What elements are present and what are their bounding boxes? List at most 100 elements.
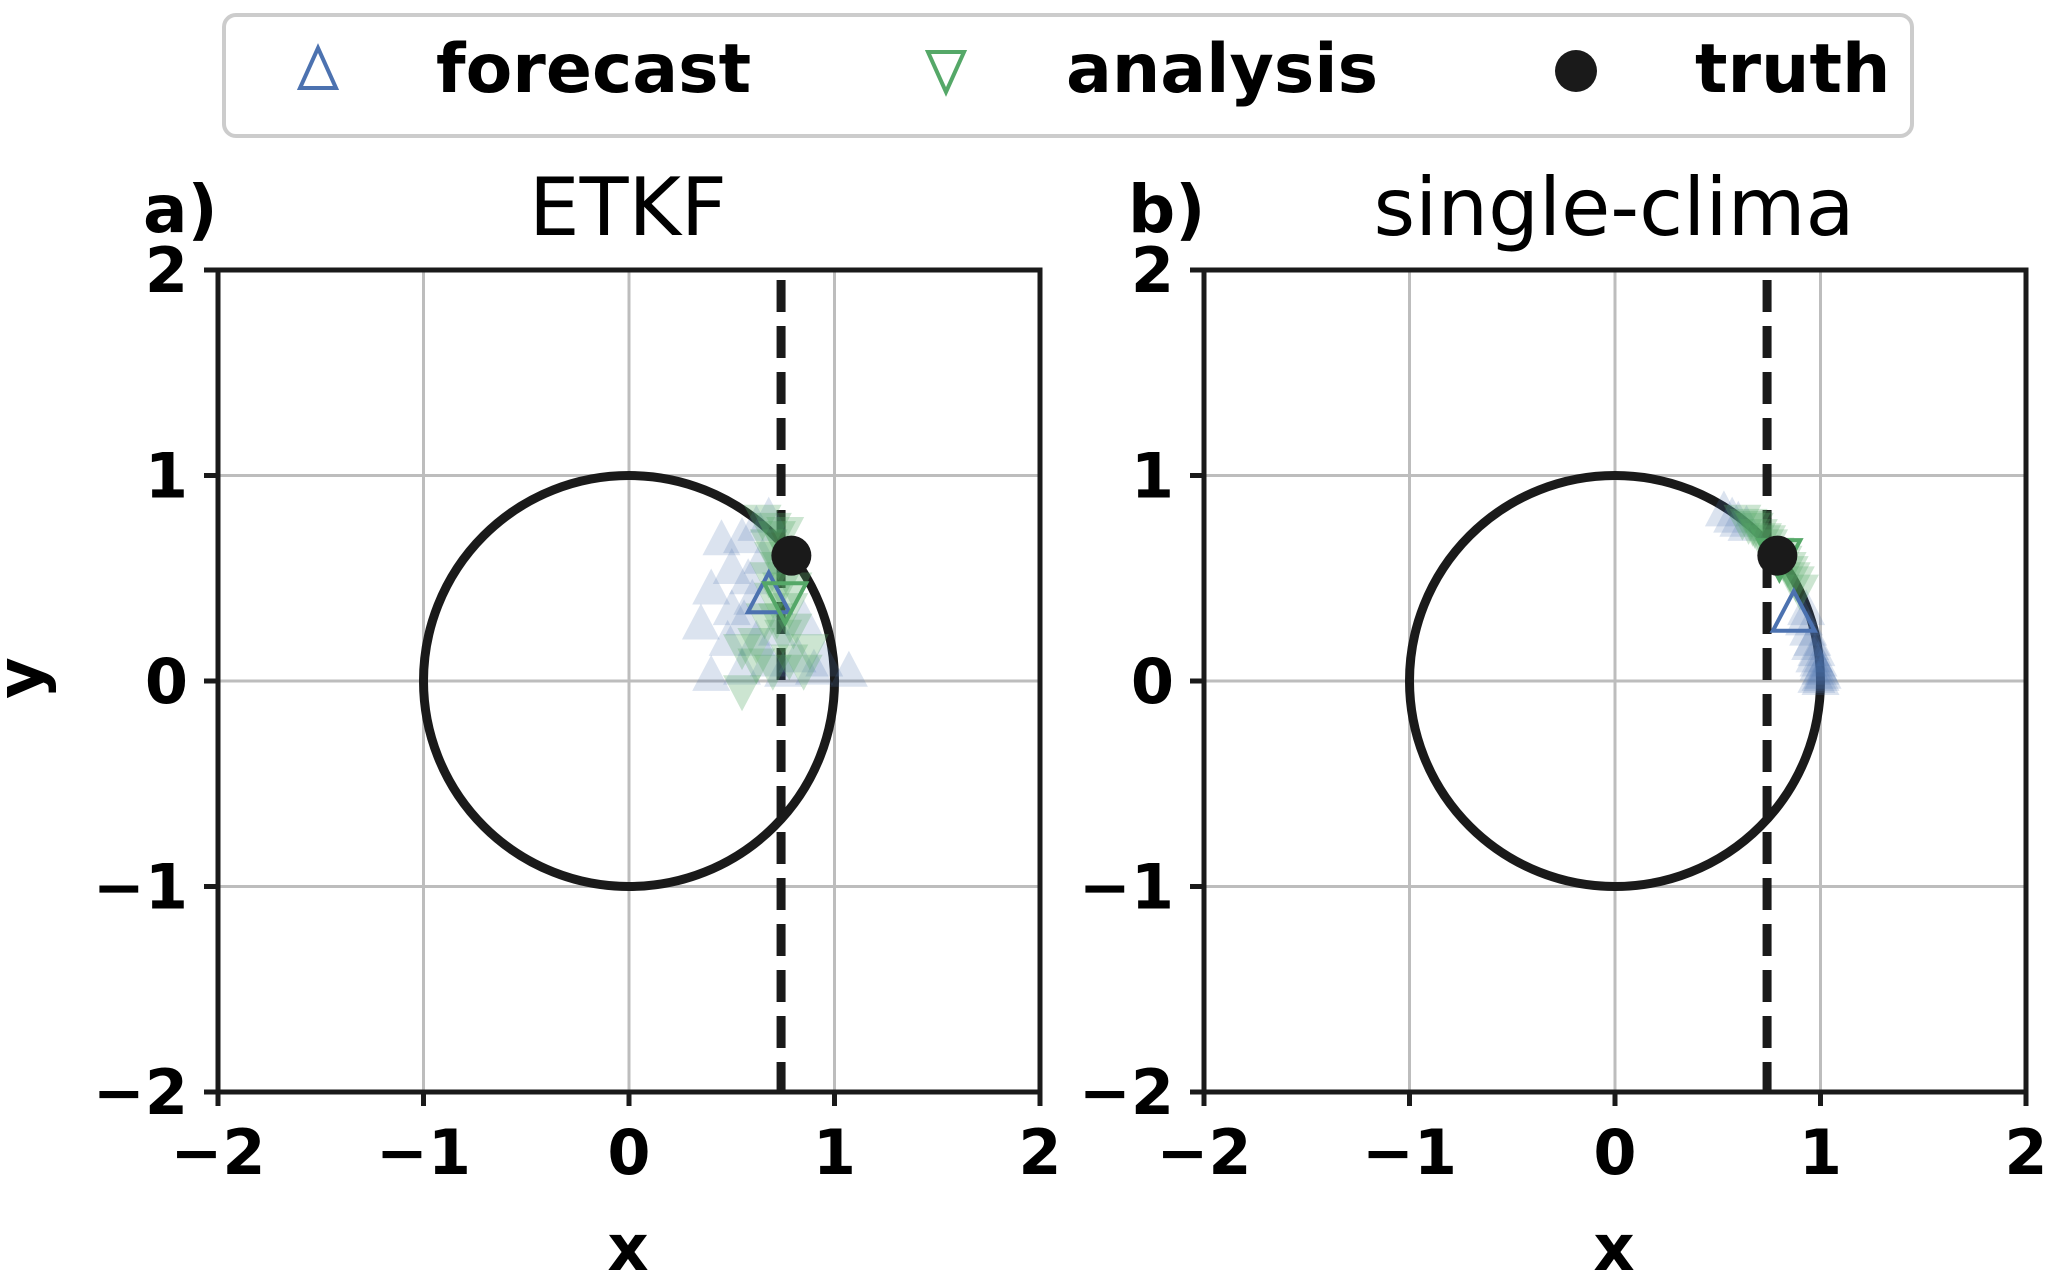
panel-b-forecast-member xyxy=(1795,636,1834,673)
panel-a-analysis-member xyxy=(743,504,782,541)
panel-a-unit-circle xyxy=(419,471,839,891)
panel-a-forecast-member xyxy=(805,640,844,677)
panel-b-ytick-label: −2 xyxy=(1079,1056,1174,1129)
panel-b-truth-point xyxy=(1757,535,1798,576)
panel-a-forecast-mean xyxy=(744,568,793,615)
panel-b-unit-circle xyxy=(1405,471,1825,891)
panel-a-forecast-member xyxy=(725,599,764,636)
panel-b-forecast-member xyxy=(1787,589,1826,626)
panel-b-forecast-member xyxy=(1799,640,1838,677)
panel-a-analysis-member xyxy=(723,675,762,712)
panel-a-ticks: −2 −1 0 1 2 −2 −1 0 1 2 xyxy=(93,234,1062,1189)
panel-a-analysis-member xyxy=(749,562,788,599)
panel-a-forecast-member xyxy=(829,650,868,687)
panel-a-forecast-member xyxy=(764,650,803,687)
panel-a-forecast-member xyxy=(708,619,747,656)
panel-b-ticks: −2 −1 0 1 2 −2 −1 0 1 2 xyxy=(1079,234,2045,1189)
panel-a-grid xyxy=(216,268,1042,1094)
panel-a-forecast-member xyxy=(723,648,762,685)
panel-a-analysis-member xyxy=(753,512,792,549)
panel-b-forecast-member xyxy=(1801,648,1840,685)
panel-a-analysis-mean xyxy=(760,581,810,628)
panel-a-analysis-member xyxy=(766,517,805,554)
panel-b-forecast-member xyxy=(1793,619,1832,656)
panel-a-analysis-member xyxy=(790,634,829,671)
panel-b-forecast-member xyxy=(1797,656,1836,693)
panel-a-analysis-member xyxy=(757,521,796,558)
panel-b-analysis-member xyxy=(1735,512,1774,549)
panel-a-analysis-member xyxy=(764,619,803,656)
panel-a-analysis-member xyxy=(770,644,809,681)
panel-b-xtick-label: 2 xyxy=(2004,1116,2045,1189)
panel-a-forecast-member xyxy=(712,547,751,584)
panel-a-xtick-label: 0 xyxy=(607,1116,650,1189)
panel-a-ytick-label: 1 xyxy=(145,440,188,513)
filled-circle-icon xyxy=(1555,50,1597,92)
panel-b-grid xyxy=(1202,268,2028,1094)
panel-b-ytick-label: 0 xyxy=(1131,645,1174,718)
panel-b-xlabel: x xyxy=(1593,1212,1634,1284)
panel-a-forecast-member xyxy=(692,654,731,691)
panel-b-forecast-member xyxy=(1801,654,1840,691)
panel-b-forecast-member xyxy=(1789,609,1828,646)
panel-b-forecast-member xyxy=(1704,490,1743,527)
panel-a-forecast-member xyxy=(749,640,788,677)
panel-a-truth-point xyxy=(771,535,812,576)
panel-a-forecast-member xyxy=(712,589,751,626)
panel-b-forecast-member xyxy=(1727,504,1766,541)
panel-b-xtick-label: −1 xyxy=(1362,1116,1457,1189)
panel-b-forecast-member xyxy=(1803,652,1842,689)
panel-a-xtick-label: 2 xyxy=(1018,1116,1061,1189)
legend-label-truth: truth xyxy=(1695,30,1890,109)
panel-b: b) single-clima −2 −1 0 1 2 −2 −1 0 1 2 x xyxy=(1079,161,2045,1284)
panel-b-analysis-member xyxy=(1723,504,1762,541)
panel-a-analysis-member xyxy=(753,654,792,691)
panel-a-forecast-member xyxy=(784,599,823,636)
panel-b-ytick-label: −1 xyxy=(1079,851,1174,924)
panel-a-tag: a) xyxy=(143,171,218,248)
legend: forecast analysis truth xyxy=(222,13,1914,138)
panel-a-forecast-member xyxy=(737,619,776,656)
panel-a-xtick-label: 1 xyxy=(813,1116,856,1189)
panel-b-xtick-label: 1 xyxy=(1799,1116,1842,1189)
panel-a-forecast-member xyxy=(749,496,788,533)
panel-a-analysis-member xyxy=(749,529,788,566)
panel-a-xtick-label: −1 xyxy=(376,1116,471,1189)
panel-a-forecast-member xyxy=(733,578,772,615)
panel-b-forecast-member xyxy=(1801,658,1840,695)
panel-b-analysis-member xyxy=(1780,574,1819,611)
panel-a-forecast-member xyxy=(729,558,768,595)
panel-b-forecast-mean xyxy=(1769,586,1819,633)
panel-b-forecast-member xyxy=(1797,630,1836,667)
panel-b-tag: b) xyxy=(1128,171,1205,248)
panel-b-analysis-member xyxy=(1733,510,1772,547)
panel-a-analysis-member xyxy=(784,654,823,691)
panel-a-ytick-label: 2 xyxy=(145,234,188,307)
panel-a-forecast-member xyxy=(681,603,720,640)
panel-b-analysis-member xyxy=(1729,508,1768,545)
panel-a-title: ETKF xyxy=(529,161,727,254)
panel-b-ytick-label: 1 xyxy=(1131,440,1174,513)
panel-a-forecast-member xyxy=(743,537,782,574)
panel-a-forecast-member xyxy=(778,636,817,673)
triangle-down-icon xyxy=(924,50,968,97)
panel-a-forecast-member xyxy=(723,517,762,554)
legend-label-forecast: forecast xyxy=(436,30,751,109)
panel-a-xlabel: x xyxy=(607,1212,648,1284)
panel-a-ytick-label: −1 xyxy=(93,851,188,924)
legend-frame xyxy=(222,13,1914,138)
panel-a-ytick-label: 0 xyxy=(145,645,188,718)
panel-b-xtick-label: −2 xyxy=(1156,1116,1251,1189)
panel-a-ylabel: y xyxy=(0,657,58,699)
panel-a-forecast-member xyxy=(737,504,776,541)
panel-a-forecast-member xyxy=(757,609,796,646)
panel-b-xtick-label: 0 xyxy=(1593,1116,1636,1189)
panel-b-ytick-label: 2 xyxy=(1131,234,1174,307)
triangle-up-icon xyxy=(296,43,340,90)
panel-a-forecast-ensemble xyxy=(681,496,868,691)
panel-a-ytick-label: −2 xyxy=(93,1056,188,1129)
panel-b-forecast-member xyxy=(1719,500,1758,537)
panel-a-analysis-member xyxy=(737,648,776,685)
panel-b-forecast-member xyxy=(1799,644,1838,681)
